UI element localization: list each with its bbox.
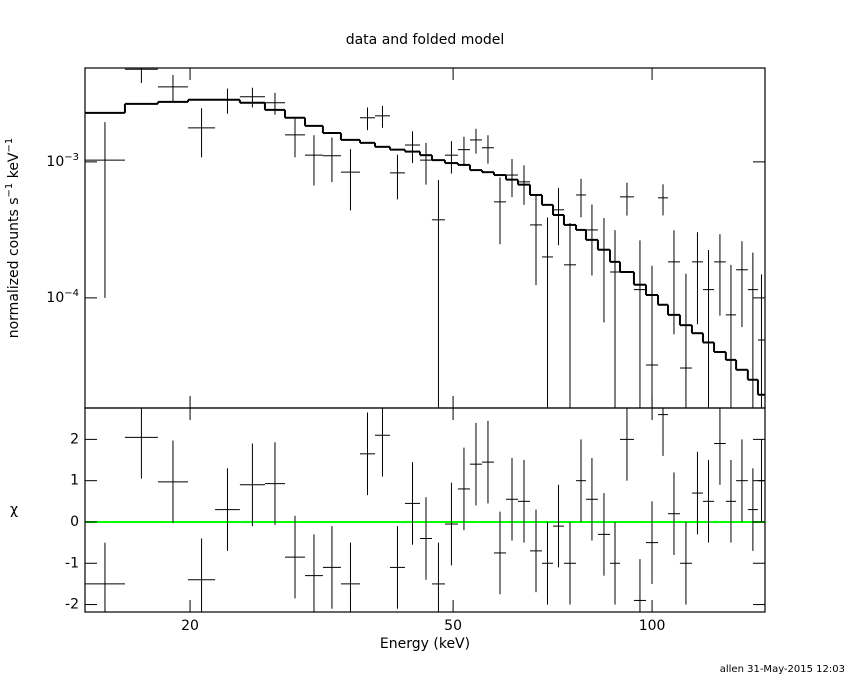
plot-area xyxy=(85,408,765,612)
y-tick-label: 10−4 xyxy=(46,287,79,306)
panel-frame xyxy=(84,407,766,613)
chart-title: data and folded model xyxy=(346,32,505,48)
y-axis-label: normalized counts s−1 keV−1 xyxy=(4,138,23,339)
y-tick-label: 0 xyxy=(70,514,79,530)
panel-frame xyxy=(84,67,766,409)
plot-area xyxy=(85,68,765,408)
y-tick-label: 1 xyxy=(70,473,79,489)
y-tick-label: -1 xyxy=(65,555,79,571)
footer: allen 31-May-2015 12:03 xyxy=(720,664,845,675)
y-tick-label: 2 xyxy=(70,431,79,447)
x-tick-label: 100 xyxy=(639,618,666,634)
y-tick-label: -2 xyxy=(65,597,79,613)
x-tick-label: 20 xyxy=(181,618,199,634)
y-tick-label: 10−3 xyxy=(46,151,79,170)
x-tick-label: 50 xyxy=(444,618,462,634)
y-axis-label: χ xyxy=(10,502,18,518)
x-axis-label: Energy (keV) xyxy=(380,636,470,652)
